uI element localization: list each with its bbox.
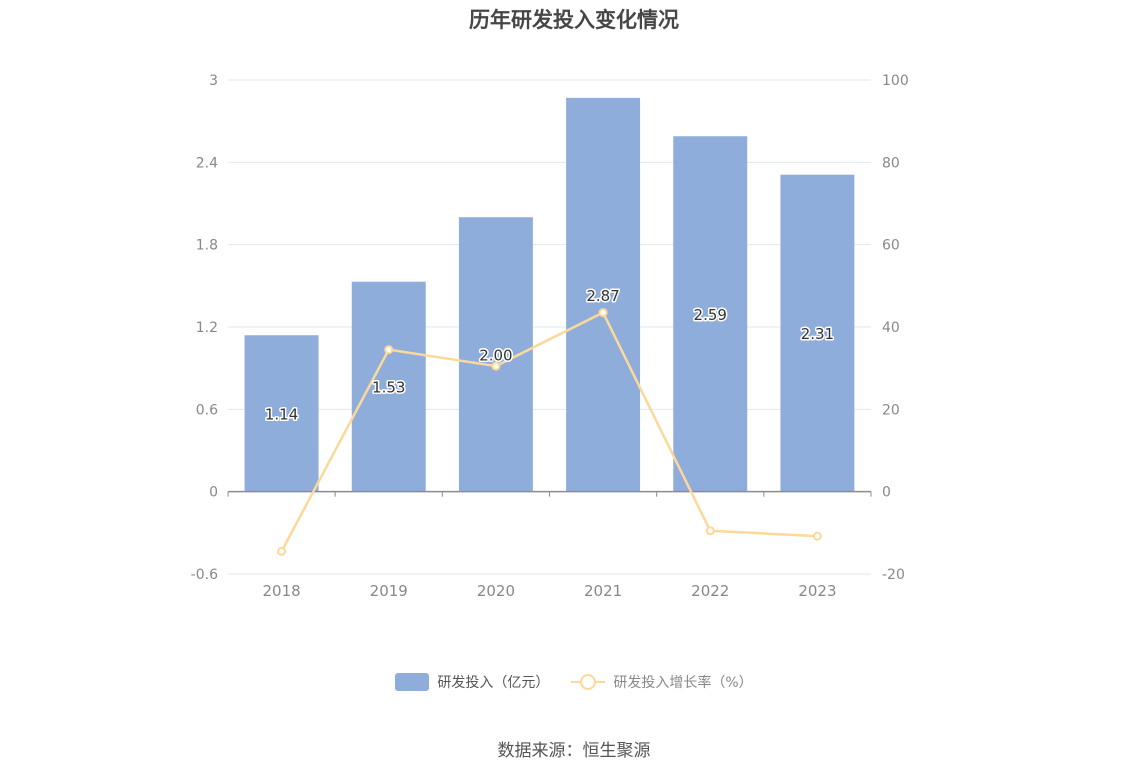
y-right-tick-label: 0 [882,485,891,501]
legend: 研发投入（亿元） 研发投入增长率（%） [0,672,1148,692]
y-right-tick-label: 80 [882,155,900,171]
bar-value-label: 2.31 [801,325,834,343]
bar-2022 [673,136,748,492]
y-right-tick-label: 100 [882,73,909,89]
legend-bar-swatch [395,673,430,691]
bar-2021 [566,97,641,492]
x-tick-label: 2023 [798,582,836,600]
source-note: 数据来源：恒生聚源 [497,741,651,761]
x-tick-label: 2021 [584,582,622,600]
legend-line-label: 研发投入增长率（%） [613,675,753,691]
y-right-tick-label: -20 [882,567,905,583]
x-tick-label: 2020 [477,582,515,600]
bar-value-label: 1.14 [265,405,298,423]
growth-line [280,310,818,552]
bar-value-label: 2.87 [586,287,619,305]
y-left-tick-label: 3 [209,73,218,89]
growth-point-2018 [277,546,287,556]
growth-point-2022 [705,526,715,536]
y-left-tick-label: 2.4 [196,155,218,171]
bar-2023 [780,174,855,492]
bar-value-label: 1.53 [372,379,405,397]
bar-value-label: 2.59 [694,306,727,324]
bar-2019 [351,281,426,492]
bar-2018 [244,335,319,492]
y-right-tick-label: 20 [882,402,900,418]
legend-bar-label: 研发投入（亿元） [437,675,550,691]
chart-title: 历年研发投入变化情况 [469,8,679,32]
legend-line-swatch [571,673,606,691]
y-right-tick-label: 40 [882,320,900,336]
growth-point-2020 [491,361,501,371]
growth-point-2019 [384,345,394,355]
growth-point-2023 [812,531,822,541]
growth-point-2021 [598,308,608,318]
y-left-tick-label: 1.2 [196,320,218,336]
bar-value-label: 2.00 [479,346,512,364]
y-left-tick-label: 1.8 [196,238,218,254]
legend-item-line[interactable]: 研发投入增长率（%） [571,672,753,692]
y-right-tick-label: 60 [882,238,900,254]
y-left-tick-label: 0.6 [196,402,218,418]
x-tick-label: 2022 [691,582,729,600]
legend-item-bar[interactable]: 研发投入（亿元） [395,672,549,692]
x-tick-label: 2019 [370,582,408,600]
y-left-tick-label: -0.6 [191,567,218,583]
y-left-tick-label: 0 [209,485,218,501]
x-tick-label: 2018 [262,582,300,600]
